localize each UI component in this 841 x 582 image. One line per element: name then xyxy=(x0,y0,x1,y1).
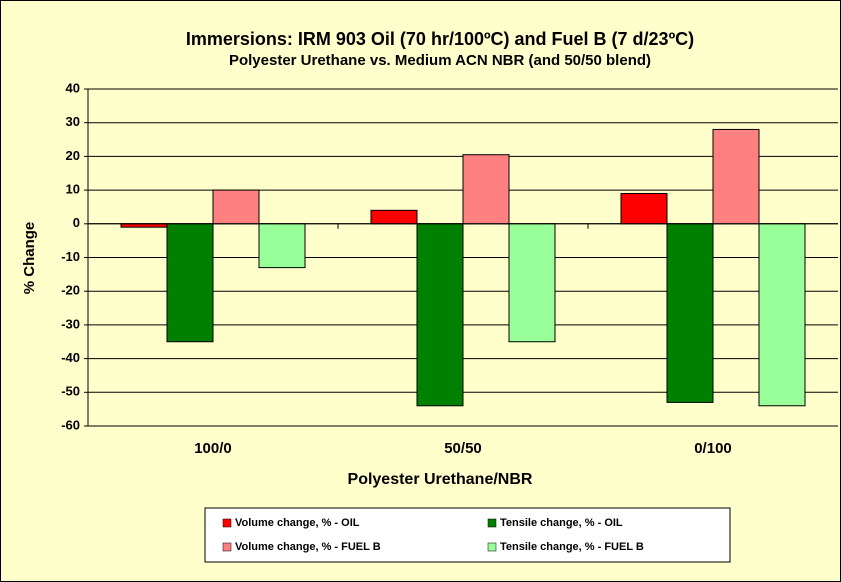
y-tick-label: -10 xyxy=(61,249,80,264)
bar xyxy=(370,209,418,225)
bar xyxy=(212,189,260,225)
legend-box xyxy=(204,507,731,563)
bar xyxy=(258,223,306,269)
y-tick-label: -20 xyxy=(61,283,80,298)
bar xyxy=(166,223,214,343)
legend-swatch xyxy=(487,518,497,528)
y-tick-label: -60 xyxy=(61,417,80,432)
x-axis-title: Polyester Urethane/NBR xyxy=(348,471,533,488)
legend-label: Tensile change, % - OIL xyxy=(500,517,623,529)
legend-label: Tensile change, % - FUEL B xyxy=(500,541,644,553)
x-tick-label: 50/50 xyxy=(444,440,482,457)
y-tick-label: 0 xyxy=(73,215,80,230)
bar xyxy=(620,192,668,225)
legend-swatch xyxy=(487,542,497,552)
bar xyxy=(712,128,760,225)
x-tick-label: 0/100 xyxy=(694,440,732,457)
y-tick-label: 30 xyxy=(66,114,80,129)
bar xyxy=(416,223,464,407)
x-tick-label: 100/0 xyxy=(194,440,232,457)
y-tick-label: -40 xyxy=(61,350,80,365)
y-tick-label: -30 xyxy=(61,316,80,331)
legend-swatch xyxy=(222,542,232,552)
legend-label: Volume change, % - OIL xyxy=(235,517,360,529)
bar xyxy=(462,154,510,225)
bar xyxy=(120,223,168,228)
y-tick-label: 10 xyxy=(66,182,80,197)
bar xyxy=(508,223,556,343)
y-tick-label: -50 xyxy=(61,384,80,399)
bar xyxy=(666,223,714,403)
bar xyxy=(758,223,806,407)
chart-title: Immersions: IRM 903 Oil (70 hr/100ºC) an… xyxy=(186,29,694,49)
y-tick-label: 40 xyxy=(66,80,80,95)
chart-subtitle: Polyester Urethane vs. Medium ACN NBR (a… xyxy=(229,52,651,69)
y-axis-title: % Change xyxy=(21,222,38,295)
legend-label: Volume change, % - FUEL B xyxy=(235,541,381,553)
y-tick-label: 20 xyxy=(66,148,80,163)
legend-swatch xyxy=(222,518,232,528)
